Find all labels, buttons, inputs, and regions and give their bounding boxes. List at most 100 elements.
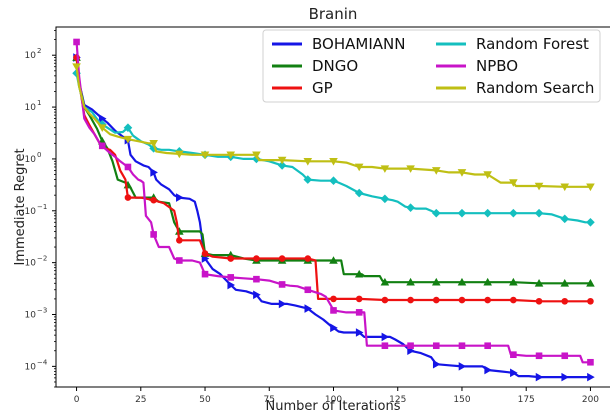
x-tick-label: 0: [74, 395, 80, 405]
series-marker: [330, 295, 337, 303]
legend-label: NPBO: [476, 57, 518, 75]
y-tick-label: 10: [25, 259, 37, 269]
series-marker: [201, 270, 209, 278]
series-marker: [509, 179, 518, 187]
legend-item-npbo: NPBO: [436, 57, 518, 75]
series-marker: [380, 194, 390, 204]
series-marker: [510, 368, 518, 378]
legend-label: DNGO: [312, 57, 358, 75]
series-marker: [407, 296, 414, 304]
y-tick-exponent: 2: [37, 47, 41, 55]
series-marker: [201, 250, 209, 257]
series-marker: [124, 194, 132, 201]
series-marker: [535, 372, 544, 382]
series-marker: [124, 163, 132, 171]
legend-item-random-forest: Random Forest: [436, 35, 589, 53]
series-marker: [458, 296, 466, 304]
series-marker: [227, 255, 235, 262]
series-marker: [72, 63, 81, 72]
legend-label: Random Search: [476, 79, 594, 97]
y-tick-exponent: −1: [37, 203, 47, 211]
series-marker: [586, 217, 595, 227]
series-marker: [176, 236, 183, 244]
series-marker: [431, 208, 441, 218]
series-marker: [227, 280, 236, 290]
series-marker: [432, 359, 441, 369]
series-marker: [150, 196, 157, 204]
y-tick-exponent: 0: [37, 151, 41, 159]
series-marker: [587, 297, 594, 305]
y-tick-exponent: 1: [37, 99, 41, 107]
legend: BOHAMIANN DNGO GP Random Forest NPBO Random S…: [262, 29, 601, 103]
y-tick-exponent: −2: [37, 255, 47, 263]
series-marker: [304, 255, 312, 262]
series-marker: [176, 193, 184, 202]
series-marker: [329, 256, 338, 264]
y-tick-label: 10: [25, 362, 37, 372]
y-tick-exponent: −4: [37, 358, 48, 366]
series-marker: [586, 183, 595, 192]
series-marker: [253, 275, 260, 283]
series-marker: [560, 278, 570, 287]
series-marker: [535, 352, 543, 360]
series-marker: [175, 150, 184, 159]
series-marker: [149, 140, 158, 148]
series-marker: [330, 323, 338, 333]
series-marker: [535, 297, 543, 305]
series-marker: [509, 277, 518, 286]
series-marker: [380, 165, 390, 173]
series-marker: [329, 158, 338, 166]
x-tick-label: 25: [135, 395, 146, 405]
series-marker: [123, 135, 133, 144]
series-marker: [561, 352, 569, 360]
series-marker: [73, 38, 80, 46]
x-tick-label: 50: [199, 395, 211, 405]
series-marker: [432, 296, 440, 304]
x-axis: 0 25 50 75 100 125 150 175 200: [74, 387, 599, 405]
x-tick-label: 125: [389, 395, 406, 405]
legend-label: BOHAMIANN: [312, 35, 405, 53]
series-marker: [406, 277, 415, 286]
y-tick-label: 10: [25, 207, 37, 217]
plot-area: [72, 38, 595, 382]
y-tick-label: 10: [25, 103, 37, 113]
series-marker: [354, 269, 364, 278]
series-marker: [561, 372, 570, 382]
series-line: [75, 57, 591, 303]
series-marker: [560, 214, 570, 224]
series-marker: [277, 161, 287, 170]
y-tick-label: 10: [25, 311, 37, 321]
series-line: [75, 57, 591, 379]
series-marker: [329, 176, 338, 186]
series-marker: [484, 365, 492, 375]
chart-title: Branin: [309, 5, 358, 23]
series-npbo: [73, 38, 594, 366]
legend-item-dngo: DNGO: [272, 57, 358, 75]
series-marker: [483, 208, 492, 218]
legend-label: Random Forest: [476, 35, 589, 53]
y-tick-label: 10: [25, 51, 37, 61]
series-marker: [253, 290, 261, 300]
series-marker: [560, 183, 570, 192]
series-marker: [303, 175, 313, 184]
series-marker: [587, 372, 595, 382]
series-marker: [587, 358, 594, 366]
series-marker: [510, 296, 517, 304]
series-marker: [226, 151, 236, 160]
series-marker: [407, 342, 414, 350]
x-tick-label: 100: [325, 395, 342, 405]
series-marker: [509, 208, 518, 218]
series-marker: [483, 171, 492, 179]
series-marker: [355, 328, 364, 337]
series-marker: [304, 304, 313, 313]
series-marker: [150, 231, 157, 238]
legend-label: GP: [312, 79, 333, 97]
series-marker: [278, 255, 286, 262]
series-marker: [381, 342, 389, 350]
series-marker: [200, 151, 210, 160]
series-marker: [97, 124, 107, 133]
series-marker: [457, 208, 467, 218]
series-marker: [354, 188, 364, 198]
